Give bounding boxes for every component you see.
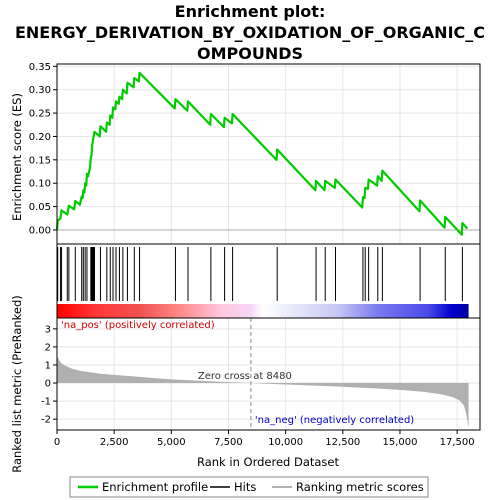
chart-title-line-1: Enrichment plot:	[175, 2, 326, 21]
hits-panel	[56, 243, 481, 319]
rank-y-tick-label: 2	[45, 342, 51, 353]
x-tick-label: 5,000	[157, 437, 186, 448]
es-y-tick-label: 0.25	[29, 109, 51, 120]
rank-y-tick-label: 1	[45, 360, 51, 371]
x-tick-label: 0	[54, 437, 60, 448]
es-plot-area	[57, 64, 480, 244]
es-y-axis-label: Enrichment score (ES)	[10, 93, 24, 221]
rank-frame	[56, 317, 481, 431]
es-y-tick-label: 0.30	[29, 85, 51, 96]
chart-title-line-3: OMPOUNDS	[197, 44, 303, 63]
es-y-tick-label: 0.20	[29, 132, 51, 143]
neg-correlated-label: 'na_neg' (negatively correlated)	[255, 415, 414, 426]
x-tick-label: 10,000	[268, 437, 303, 448]
legend-box	[69, 476, 429, 498]
rank-y-tick-label: -1	[41, 397, 51, 408]
rank-y-axis-label: Ranked list metric (PreRanked)	[10, 295, 24, 473]
legend-ranking-label: Ranking metric scores	[296, 480, 424, 494]
rank-y-tick-label: 0	[45, 379, 51, 390]
chart-title-line-2: ENERGY_DERIVATION_BY_OXIDATION_OF_ORGANI…	[15, 23, 485, 42]
x-tick-label: 7,500	[214, 437, 243, 448]
rank-plot-area	[57, 318, 480, 430]
legend-hits-label: Hits	[234, 480, 256, 494]
x-tick-label: 15,000	[382, 437, 417, 448]
enrichment-profile-line	[55, 71, 469, 236]
es-y-tick-label: 0.35	[29, 62, 51, 73]
es-y-tick-label: 0.00	[29, 225, 51, 236]
legend-enrichment-label: Enrichment profile	[102, 480, 208, 494]
es-y-tick-label: 0.05	[29, 202, 51, 213]
es-panel: 0.00 0.05 0.10 0.15 0.20 0.25 0.30 0.35	[29, 62, 481, 245]
zero-cross-label: Zero cross at 8480	[198, 371, 292, 382]
pos-correlated-label: 'na_pos' (positively correlated)	[61, 320, 215, 331]
x-axis-label: Rank in Ordered Dataset	[197, 455, 340, 469]
x-tick-label: 12,500	[325, 437, 360, 448]
x-tick-label: 2,500	[100, 437, 129, 448]
rank-y-tick-label: 3	[45, 324, 51, 335]
hits-area	[57, 244, 480, 304]
x-tick-label: 17,500	[440, 437, 475, 448]
legend: Enrichment profile Hits Ranking metric s…	[69, 476, 429, 498]
rank-y-tick-label: -2	[41, 415, 51, 426]
es-y-tick-label: 0.15	[29, 155, 51, 166]
es-y-tick-label: 0.10	[29, 179, 51, 190]
ranked-metric-panel: -2 -1 0 1 2 3 Zero cross at 8480 'na_pos' (posi…	[41, 317, 481, 448]
rank-color-bar	[57, 304, 469, 318]
